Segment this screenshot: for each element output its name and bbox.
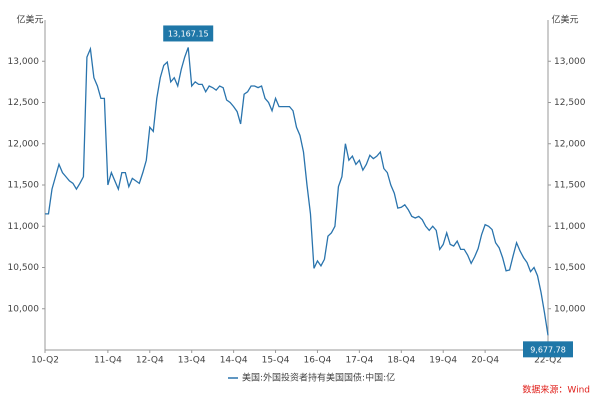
value-label-text: 9,677.78 (530, 345, 566, 354)
x-tick-label: 14-Q4 (220, 356, 248, 366)
y2-tick-label: 10,500 (554, 263, 586, 273)
y2-tick-label: 10,000 (554, 304, 586, 314)
y-tick-label: 13,000 (8, 57, 40, 67)
value-label-box (523, 341, 573, 358)
y-tick-label: 10,500 (8, 263, 40, 273)
value-label-text: 13,167.15 (168, 29, 209, 38)
y2-tick-label: 11,500 (554, 181, 586, 191)
source: 数据来源：Wind (522, 384, 590, 396)
y2-tick-label: 12,000 (554, 139, 586, 149)
x-tick-label: 13-Q4 (178, 356, 206, 366)
y2-tick-label: 11,000 (554, 222, 586, 232)
value-label: 9,677.78 (523, 341, 573, 358)
y2-tick-label: 13,000 (554, 57, 586, 67)
y-tick-label: 11,500 (8, 181, 40, 191)
x-tick-label: 16-Q4 (304, 356, 332, 366)
x-tick-label: 22-Q2 (534, 356, 562, 366)
x-tick-label: 20-Q4 (471, 356, 499, 366)
y2-axis-title: 亿美元 (551, 14, 578, 26)
y2-tick-label: 12,500 (554, 98, 586, 108)
x-tick-label: 19-Q4 (429, 356, 457, 366)
x-tick-label: 17-Q4 (345, 356, 373, 366)
x-tick-label: 12-Q4 (136, 356, 164, 366)
y-tick-label: 10,000 (8, 304, 40, 314)
y-tick-label: 11,000 (8, 222, 40, 232)
data-line (45, 46, 549, 336)
legend-label: 美国:外国投资者持有美国国债:中国:亿 (242, 372, 395, 384)
x-tick-label: 18-Q4 (387, 356, 415, 366)
y-tick-label: 12,000 (8, 139, 40, 149)
y-tick-label: 12,500 (8, 98, 40, 108)
value-label-box (163, 25, 214, 42)
x-tick-label: 15-Q4 (262, 356, 290, 366)
x-tick-label: 10-Q2 (31, 356, 59, 366)
x-tick-label: 11-Q4 (94, 356, 122, 366)
value-label: 13,167.15 (163, 25, 214, 42)
y-axis-title: 亿美元 (16, 14, 43, 26)
